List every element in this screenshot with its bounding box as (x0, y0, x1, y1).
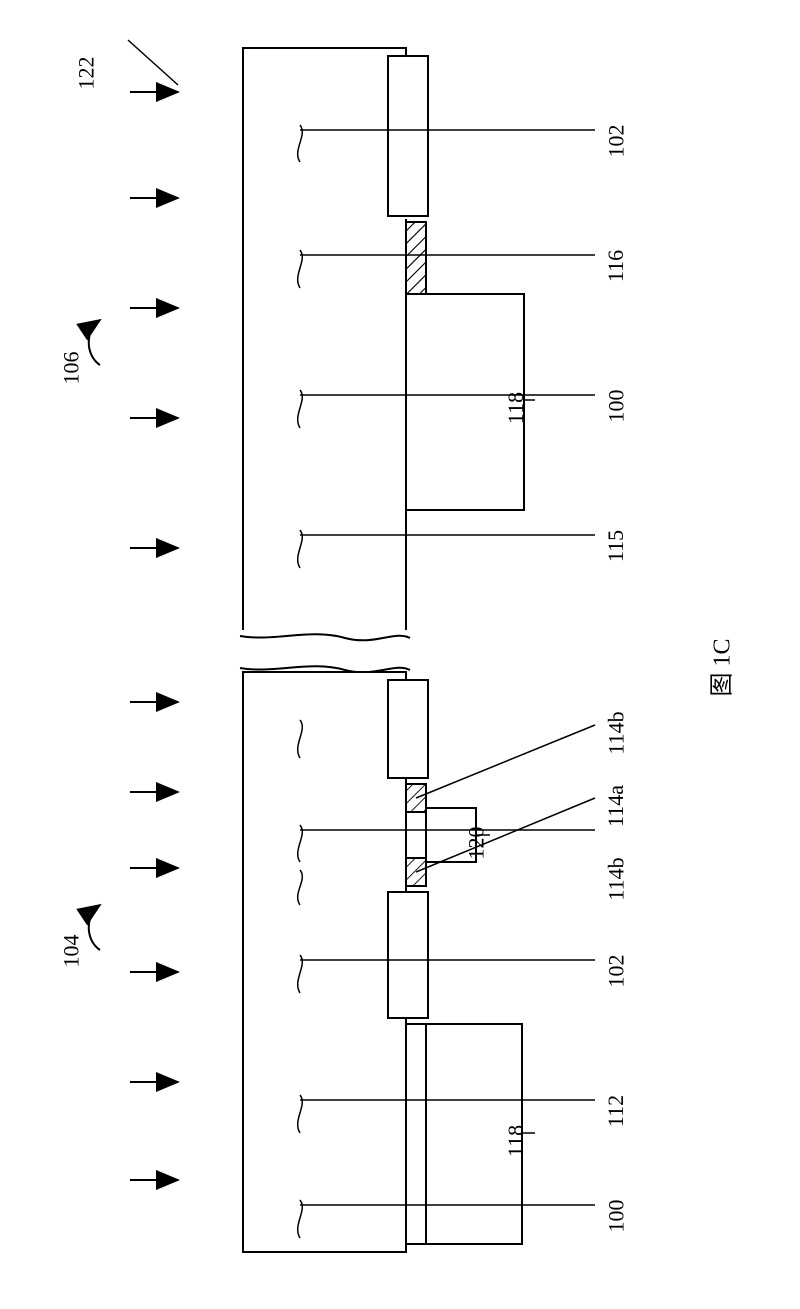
label-100-b: 100 (604, 1200, 630, 1233)
label-116: 116 (603, 250, 629, 282)
label-114a: 114a (603, 785, 629, 827)
label-115: 115 (603, 530, 629, 562)
label-112: 112 (603, 1095, 629, 1127)
label-106: 106 (59, 352, 85, 385)
label-118-a: 118 (503, 392, 529, 424)
label-120: 120 (464, 827, 490, 860)
cross-section-diagram: 122 106 104 118 120 118 102 116 100 115 … (0, 0, 800, 1309)
label-114b-a: 114b (604, 711, 630, 754)
label-118-b: 118 (503, 1125, 529, 1157)
label-114b-b: 114b (604, 857, 630, 900)
label-104: 104 (59, 935, 85, 968)
label-102-a: 102 (604, 125, 630, 158)
diagram-svg-main (0, 0, 800, 1309)
label-122: 122 (74, 57, 100, 90)
label-102-b: 102 (604, 955, 630, 988)
figure-label: 图 1C (702, 638, 737, 696)
label-100-a: 100 (604, 390, 630, 423)
